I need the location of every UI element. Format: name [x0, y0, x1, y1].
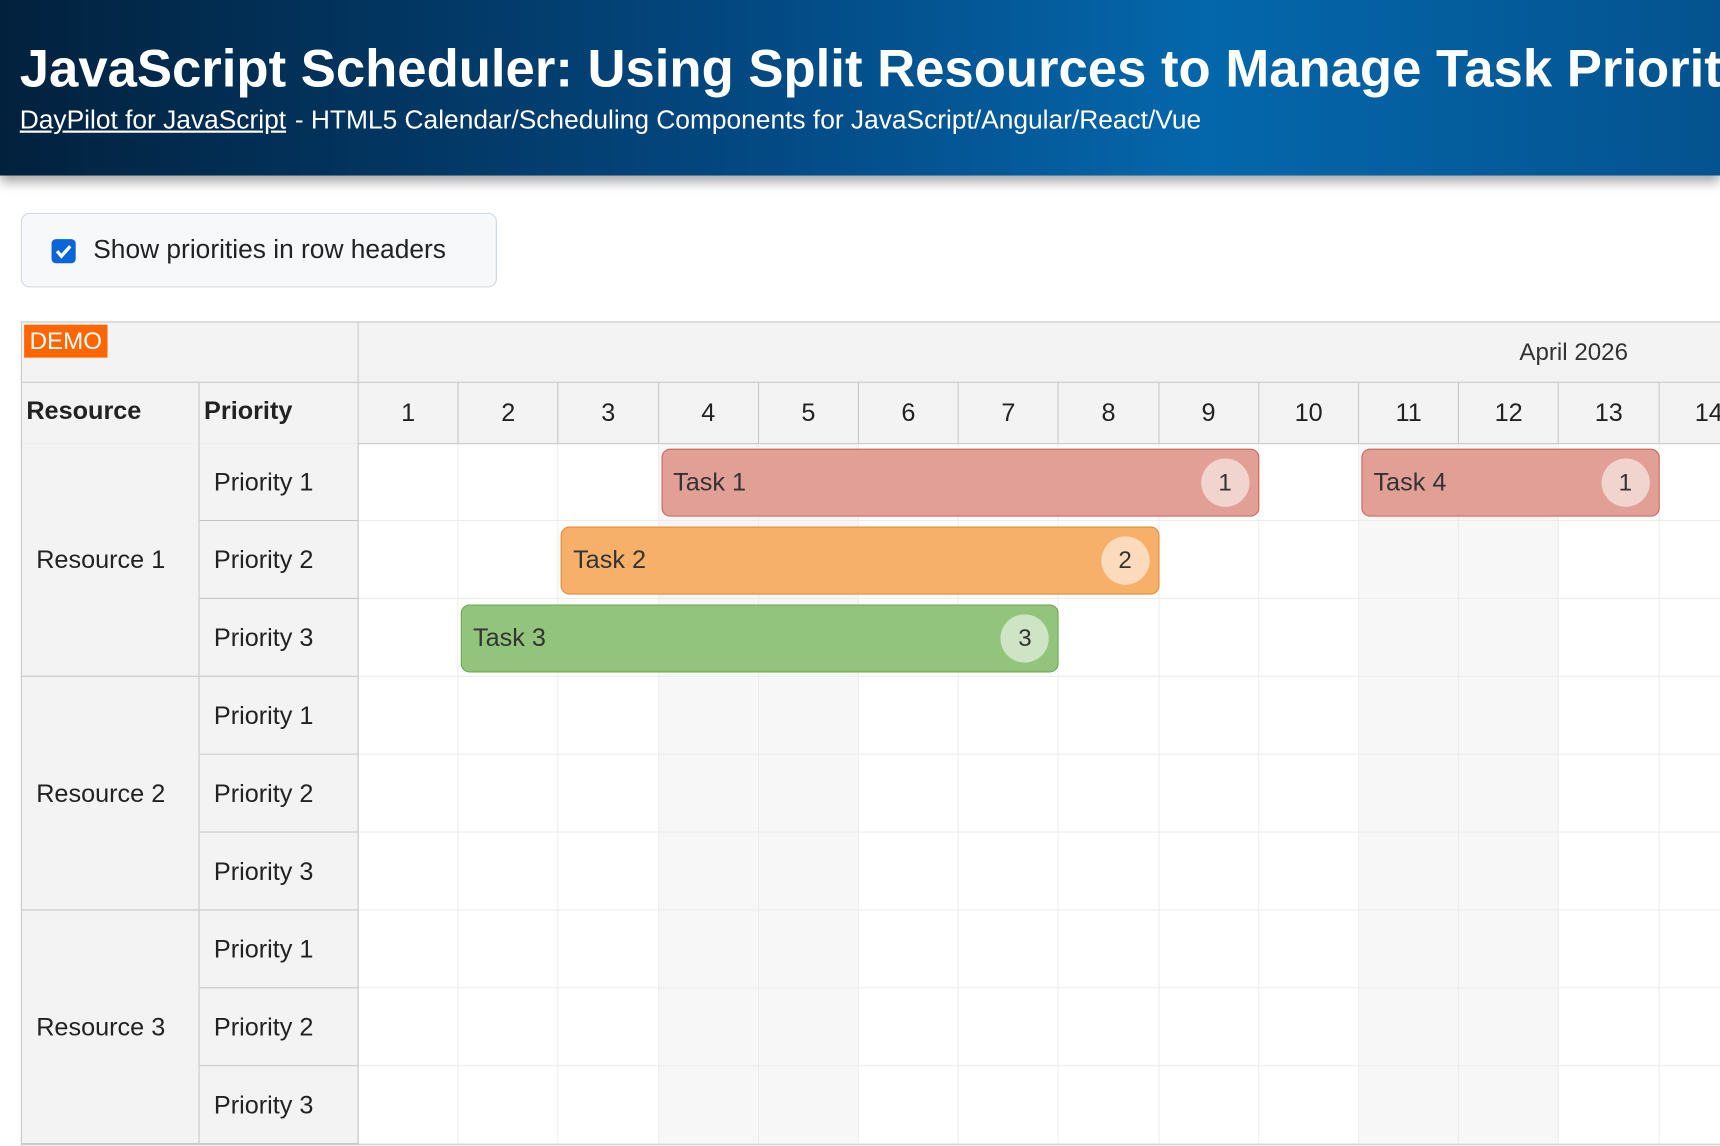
day-column	[1459, 444, 1560, 1145]
day-header: 4	[658, 382, 759, 445]
page-title: JavaScript Scheduler: Using Split Resour…	[19, 40, 1720, 99]
priority-cell: Priority 1	[199, 443, 359, 522]
day-header: 12	[1459, 382, 1560, 445]
tagline: - HTML5 Calendar/Scheduling Components f…	[294, 105, 1202, 135]
day-header: 5	[758, 382, 859, 445]
priority-badge: 2	[1100, 536, 1150, 585]
frame	[20, 321, 1720, 1146]
column-header-text: Priority	[204, 396, 293, 425]
day-column	[1259, 444, 1360, 1145]
day-header: 14	[1659, 382, 1720, 445]
priority-cell: Priority 3	[199, 1066, 359, 1145]
row-line	[358, 753, 1720, 755]
month-header	[358, 322, 1720, 383]
day-column	[1559, 444, 1660, 1145]
daypilot-link[interactable]: DayPilot for JavaScript	[19, 105, 287, 135]
priority-cell: Priority 1	[199, 676, 359, 755]
task-bar[interactable]: Task 1 1	[661, 448, 1260, 517]
priority-cell: Priority 2	[199, 988, 359, 1067]
demo-badge: DEMO	[24, 324, 108, 358]
day-header: 2	[458, 382, 559, 445]
day-header: 3	[558, 382, 659, 445]
row-line	[358, 675, 1720, 677]
row-line	[358, 987, 1720, 989]
task-bar[interactable]: Task 4 1	[1361, 448, 1660, 517]
task-text: Task 4	[1373, 467, 1447, 496]
day-header: 10	[1259, 382, 1360, 445]
row-line	[358, 909, 1720, 911]
task-text: Task 3	[473, 623, 546, 652]
header	[0, 0, 1720, 176]
priority-cell: Priority 2	[199, 521, 359, 599]
priority-badge: 1	[1601, 458, 1650, 507]
day-column	[1659, 444, 1720, 1145]
priority-cell: Priority 2	[199, 754, 359, 833]
day-column	[458, 444, 559, 1145]
priority-cell: Priority 1	[199, 910, 359, 989]
priority-badge: 3	[1000, 614, 1050, 663]
day-column	[358, 444, 459, 1145]
subtitle: DayPilot for JavaScript - HTML5 Calendar/…	[20, 105, 1201, 136]
row-line	[358, 597, 1720, 599]
task-bar[interactable]: Task 3 3	[460, 604, 1060, 673]
day-column	[1359, 444, 1460, 1145]
column-header: Priority	[199, 382, 359, 445]
column-header-text: Resource	[26, 396, 142, 425]
month-label: April 2026	[1519, 337, 1629, 366]
checkbox-label[interactable]: Show priorities in row headers	[93, 234, 446, 265]
task-text: Task 2	[573, 545, 646, 574]
day-header: 6	[858, 382, 959, 445]
row-line	[358, 1065, 1720, 1067]
row-line	[358, 831, 1720, 833]
day-header: 7	[958, 382, 1060, 445]
day-header: 1	[358, 382, 459, 445]
resource-cell: Resource 3	[21, 910, 200, 1145]
day-header: 13	[1559, 382, 1660, 445]
day-header: 9	[1159, 382, 1260, 445]
day-header: 8	[1059, 382, 1160, 445]
priority-cell: Priority 3	[199, 598, 359, 677]
day-header: 11	[1359, 382, 1460, 445]
resource-cell: Resource 2	[21, 676, 200, 911]
priority-badge: 1	[1200, 458, 1250, 507]
task-text: Task 1	[673, 467, 747, 496]
day-column	[1159, 444, 1260, 1145]
resource-cell: Resource 1	[21, 443, 200, 677]
priority-cell: Priority 3	[199, 832, 359, 911]
check-icon	[55, 245, 72, 259]
option-box: Show priorities in row headers	[20, 212, 497, 288]
row-line	[358, 1143, 1720, 1145]
row-line	[358, 519, 1720, 522]
task-bar[interactable]: Task 2 2	[560, 526, 1160, 595]
checkbox[interactable]	[51, 239, 76, 264]
column-header: Resource	[21, 382, 200, 445]
